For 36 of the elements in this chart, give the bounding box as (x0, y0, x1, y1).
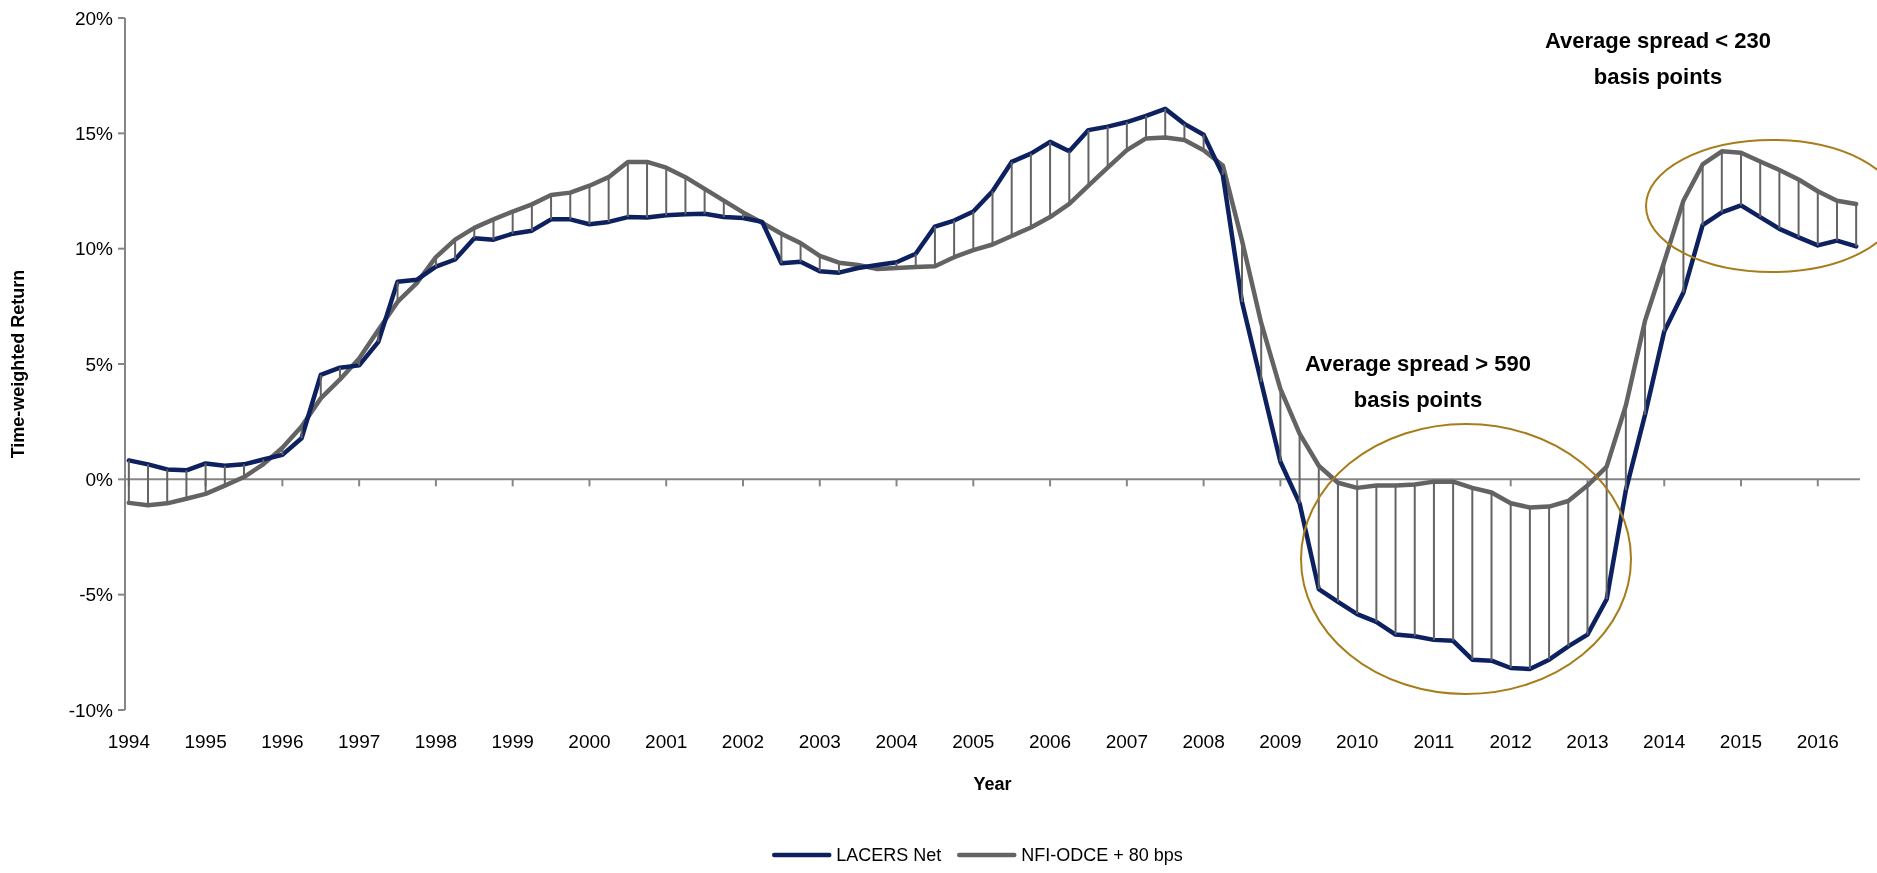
x-tick-label: 2012 (1489, 731, 1532, 752)
x-tick-label: 2014 (1643, 731, 1686, 752)
y-tick-label: 20% (74, 7, 114, 29)
y-tick-label: -10% (68, 699, 114, 721)
x-tick-label: 2000 (568, 731, 611, 752)
x-tick-label: 2005 (952, 731, 995, 752)
x-tick-label: 2011 (1413, 731, 1455, 752)
x-tick-label: 2016 (1796, 731, 1839, 752)
x-tick-label: 1999 (491, 731, 534, 752)
x-tick-label: 1998 (414, 731, 458, 752)
y-tick-label: 0% (85, 468, 114, 490)
x-tick-label: 2015 (1719, 731, 1763, 752)
y-tick-label: -5% (79, 584, 114, 606)
x-tick-label: 2002 (721, 731, 765, 752)
x-tick-label: 2006 (1028, 731, 1072, 752)
legend-label: LACERS Net (836, 845, 942, 865)
y-tick-label: 5% (85, 353, 114, 375)
x-tick-label: 2004 (875, 731, 919, 752)
x-tick-label: 2001 (645, 731, 688, 752)
legend-label: NFI-ODCE + 80 bps (1021, 845, 1183, 865)
x-tick-label: 1997 (338, 731, 381, 752)
x-tick-label: 2013 (1566, 731, 1609, 752)
annotation: Average spread > 590 basis points (1304, 351, 1532, 412)
y-tick-label: 10% (74, 238, 114, 260)
x-tick-label: 2007 (1105, 731, 1148, 752)
x-tick-label: 2010 (1336, 731, 1379, 752)
annotation: Average spread < 230 basis points (1544, 28, 1772, 89)
x-tick-label: 1995 (184, 731, 227, 752)
y-axis-title: Time-weighted Return (8, 269, 28, 459)
x-tick-label: 1994 (107, 731, 151, 752)
x-tick-label: 1996 (261, 731, 304, 752)
x-tick-label: 2003 (798, 731, 841, 752)
y-tick-label: 15% (74, 122, 114, 144)
x-tick-label: 2008 (1182, 731, 1225, 752)
x-tick-label: 2009 (1259, 731, 1302, 752)
x-axis-title: Year (973, 774, 1012, 794)
